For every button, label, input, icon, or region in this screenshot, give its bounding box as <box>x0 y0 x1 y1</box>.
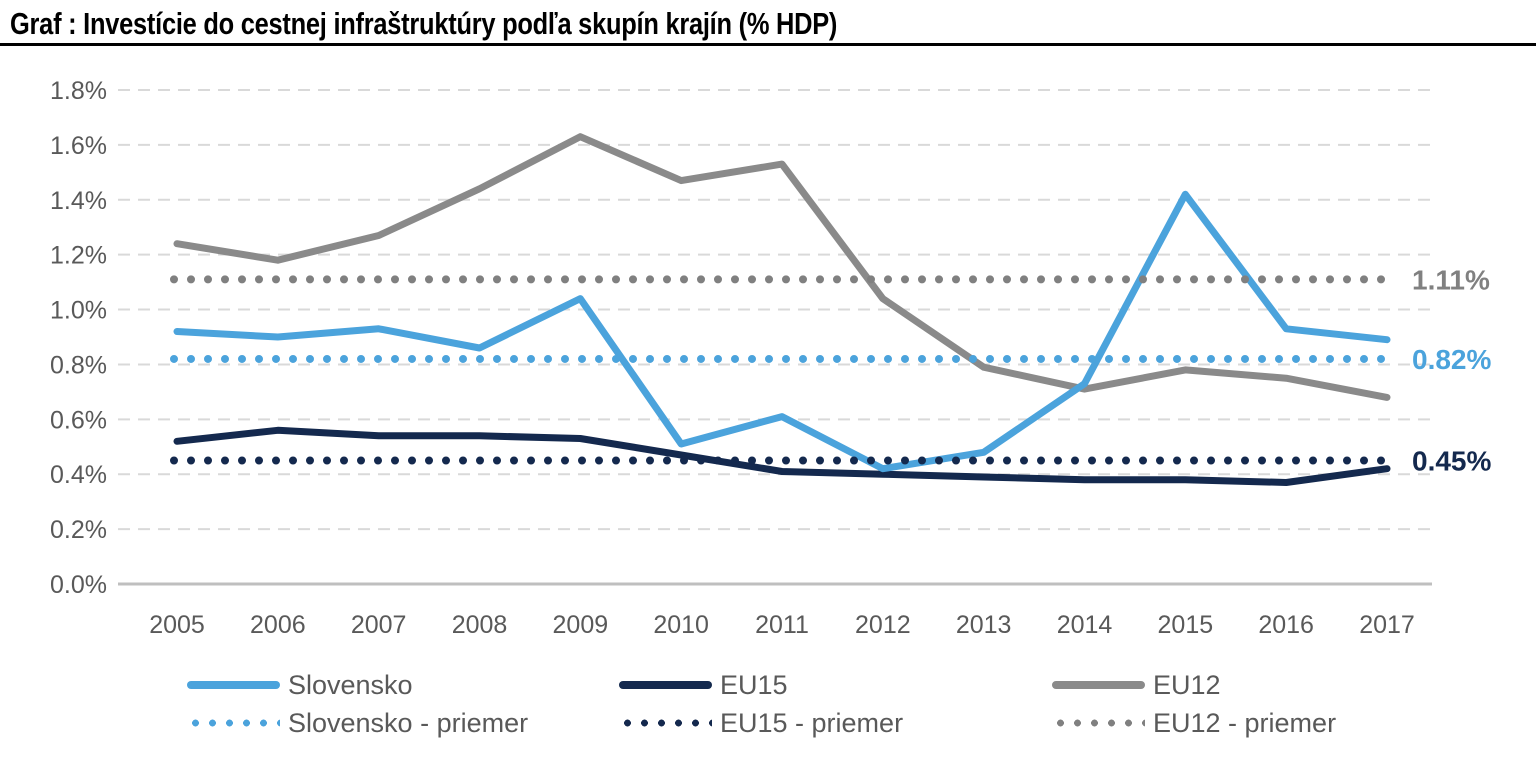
x-tick-label: 2007 <box>351 611 407 639</box>
x-tick-label: 2017 <box>1359 611 1415 639</box>
series-line-eu12 <box>173 133 1391 401</box>
solid-line-swatch <box>1052 681 1145 689</box>
legend-label: Slovensko <box>288 669 413 700</box>
solid-line-swatch <box>187 681 280 689</box>
x-tick-label: 2010 <box>653 611 709 639</box>
y-tick-label: 1.4% <box>50 187 107 215</box>
legend-label: EU15 <box>720 669 788 700</box>
y-tick-label: 1.0% <box>50 297 107 325</box>
legend-label: EU12 - priemer <box>1153 707 1337 738</box>
dotted-line-swatch <box>1052 719 1145 727</box>
legend-item-eu12-priemer: EU12 - priemer <box>1052 708 1336 738</box>
x-tick-label: 2011 <box>755 611 809 639</box>
average-value-label: 0.82% <box>1412 344 1491 375</box>
y-tick-label: 0.6% <box>50 406 107 434</box>
x-tick-label: 2013 <box>956 611 1012 639</box>
x-tick-label: 2006 <box>250 611 306 639</box>
y-tick-label: 0.0% <box>50 571 107 599</box>
series-line-eu15 <box>173 426 1391 486</box>
x-tick-label: 2012 <box>855 611 911 639</box>
legend-item-slovensko-priemer: Slovensko - priemer <box>187 708 528 738</box>
x-tick-label: 2015 <box>1158 611 1214 639</box>
y-tick-label: 0.2% <box>50 516 107 544</box>
y-tick-label: 1.6% <box>50 132 107 160</box>
y-tick-label: 0.4% <box>50 461 107 489</box>
y-tick-label: 1.2% <box>50 242 107 270</box>
dotted-line-swatch <box>619 719 712 727</box>
chart-title: Graf : Investície do cestnej infraštrukt… <box>10 6 838 41</box>
y-tick-label: 1.8% <box>50 77 107 105</box>
x-tick-label: 2016 <box>1258 611 1314 639</box>
y-tick-label: 0.8% <box>50 351 107 379</box>
legend-item-eu12: EU12 <box>1052 670 1221 700</box>
x-tick-label: 2014 <box>1057 611 1113 639</box>
x-tick-label: 2008 <box>452 611 508 639</box>
legend-label: EU15 - priemer <box>720 707 904 738</box>
title-underline <box>0 43 1536 46</box>
x-tick-label: 2005 <box>149 611 205 639</box>
dotted-line-swatch <box>187 719 280 727</box>
x-tick-label: 2009 <box>553 611 609 639</box>
average-value-label: 0.45% <box>1412 446 1491 477</box>
solid-line-swatch <box>619 681 712 689</box>
legend-label: Slovensko - priemer <box>288 707 529 738</box>
legend-item-slovensko: Slovensko <box>187 670 413 700</box>
average-value-label: 1.11% <box>1412 264 1490 295</box>
legend-item-eu15-priemer: EU15 - priemer <box>619 708 903 738</box>
legend-label: EU12 <box>1153 669 1221 700</box>
series-line-slovensko <box>173 190 1391 473</box>
legend-item-eu15: EU15 <box>619 670 788 700</box>
